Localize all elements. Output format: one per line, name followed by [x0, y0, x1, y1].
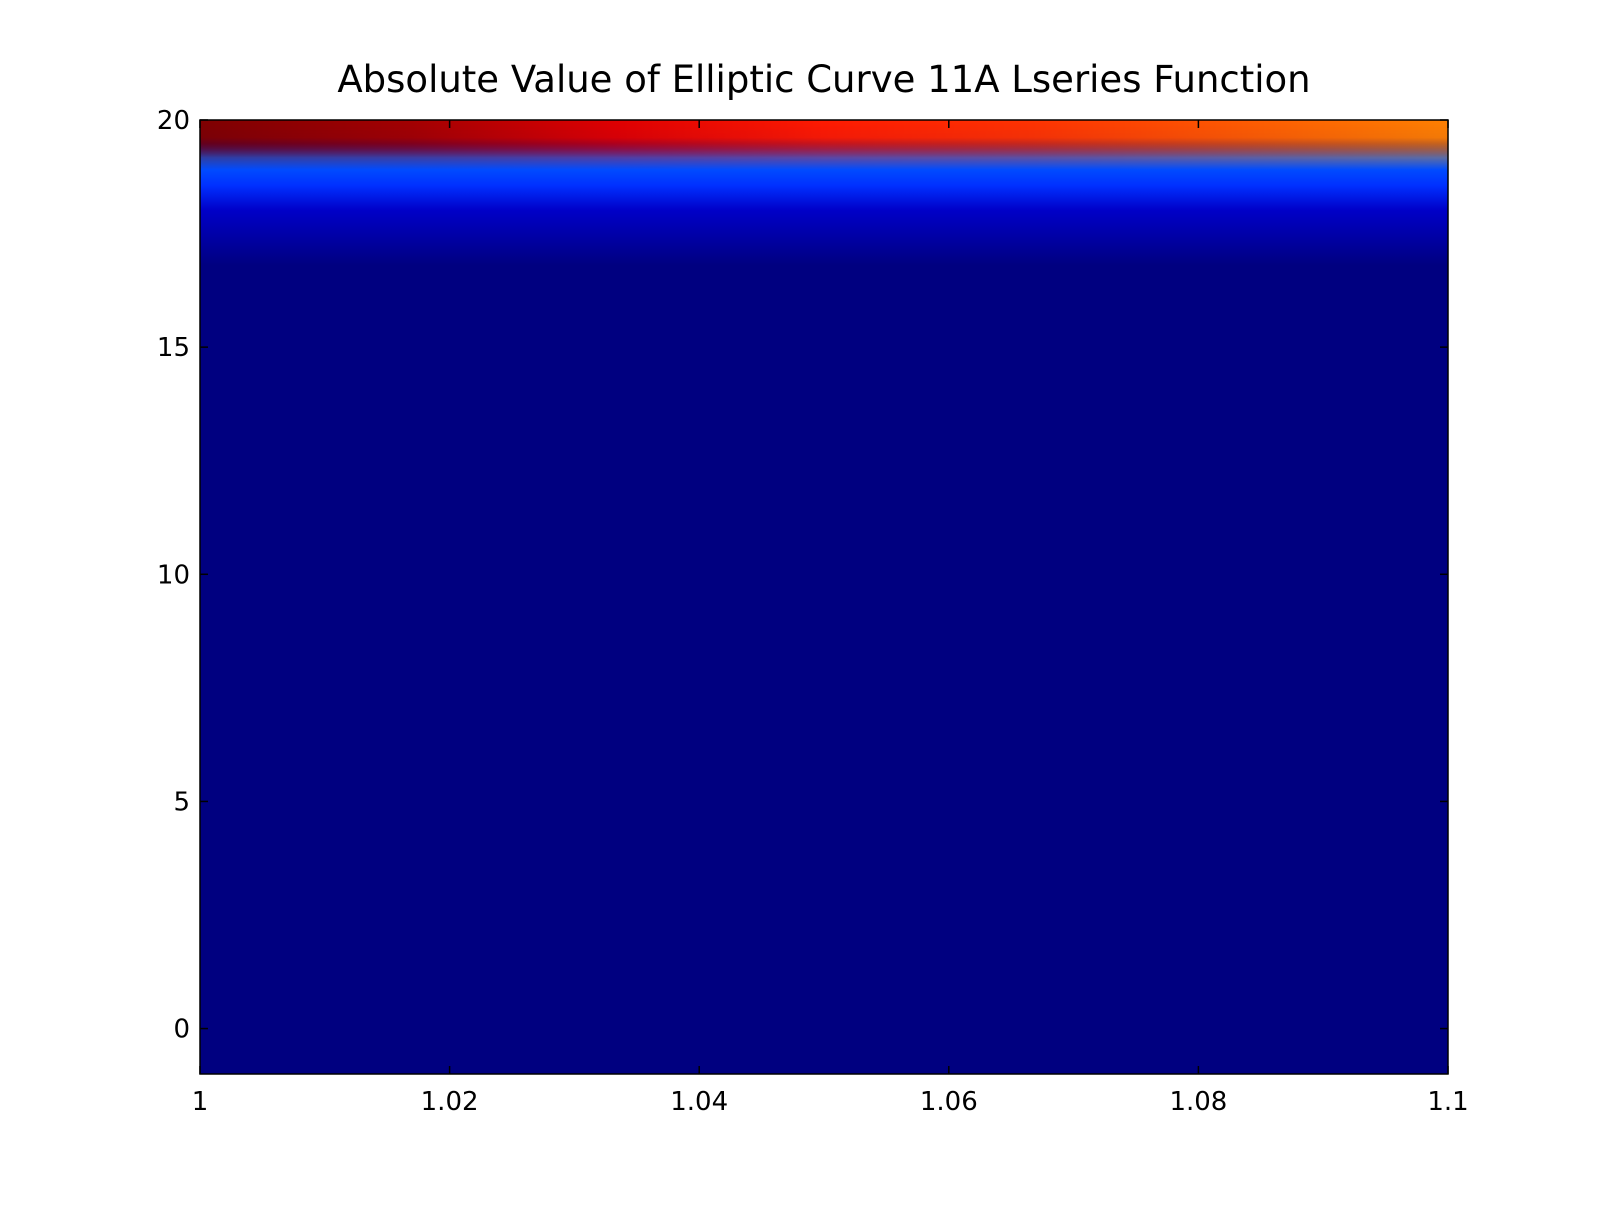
y-tick-label: 10	[157, 560, 190, 590]
plot-area	[199, 119, 1449, 1075]
x-tick-label: 1.04	[670, 1087, 728, 1117]
plot-frame	[199, 119, 1449, 1075]
x-tick-label: 1.1	[1427, 1087, 1468, 1117]
y-tick-label: 0	[173, 1015, 190, 1045]
y-tick-label: 20	[157, 106, 190, 136]
x-tick-label: 1.08	[1169, 1087, 1227, 1117]
y-tick-label: 5	[173, 787, 190, 817]
y-axis: 0 5 10 15 20	[157, 106, 1448, 1045]
x-tick-label: 1	[192, 1087, 209, 1117]
x-axis: 1 1.02 1.04 1.06 1.08 1.1	[192, 120, 1469, 1117]
y-tick-label: 15	[157, 333, 190, 363]
heatmap-hot-band	[200, 120, 1448, 170]
x-tick-label: 1.06	[920, 1087, 978, 1117]
chart-title: Absolute Value of Elliptic Curve 11A Lse…	[337, 58, 1310, 101]
heatmap-background	[200, 120, 1448, 1074]
x-tick-label: 1.02	[421, 1087, 479, 1117]
